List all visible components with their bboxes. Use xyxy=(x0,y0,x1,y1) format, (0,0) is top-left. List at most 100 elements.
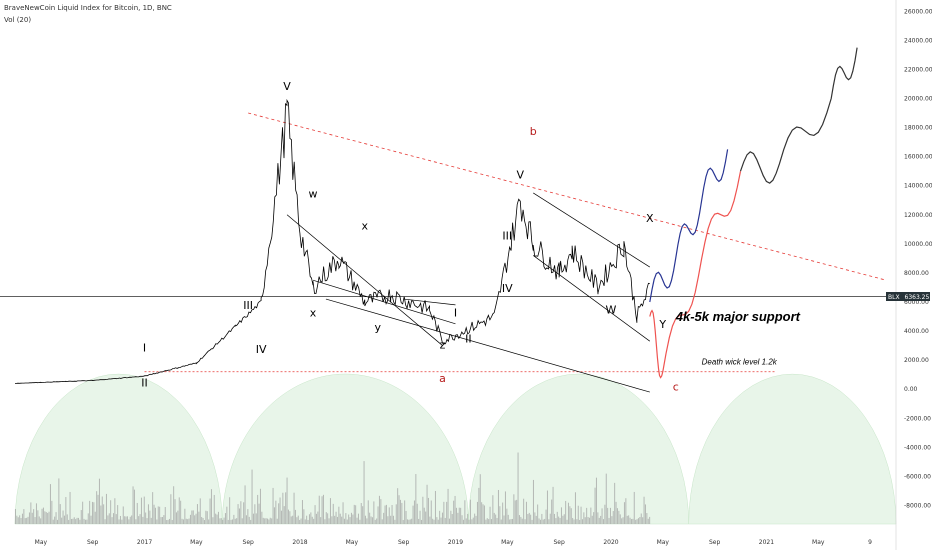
volume-bar xyxy=(569,506,571,524)
volume-bar xyxy=(441,512,443,524)
volume-bar xyxy=(147,504,149,524)
volume-bar xyxy=(129,516,131,524)
volume-bar xyxy=(394,519,396,524)
x-tick-label: 2020 xyxy=(603,539,618,546)
volume-bar xyxy=(136,502,138,524)
volume-bar xyxy=(483,505,485,524)
volume-bar xyxy=(89,500,91,524)
reference-lines xyxy=(0,112,896,373)
volume-bar xyxy=(331,516,333,524)
volume-bar xyxy=(388,507,390,524)
volume-bar xyxy=(203,519,205,524)
x-tick-label: 2021 xyxy=(759,539,774,546)
volume-bar xyxy=(308,514,310,524)
volume-bar xyxy=(132,486,134,524)
volume-bar xyxy=(370,516,372,524)
volume-bar xyxy=(164,507,166,524)
volume-bar xyxy=(538,518,540,524)
volume-bar xyxy=(534,512,536,524)
volume-bar xyxy=(404,500,406,524)
volume-bar xyxy=(206,511,208,524)
wave-label: III xyxy=(243,299,253,312)
wave-label: IV xyxy=(256,343,267,356)
volume-bar xyxy=(524,519,526,524)
volume-bar xyxy=(430,500,432,524)
volume-bar xyxy=(600,515,602,524)
volume-bar xyxy=(118,519,120,524)
volume-bar xyxy=(327,513,329,524)
volume-bar xyxy=(167,519,169,524)
volume-bar xyxy=(555,518,557,524)
y-tick-label: 12000.00 xyxy=(904,212,932,219)
volume-bar xyxy=(377,506,379,524)
volume-bar xyxy=(579,519,581,524)
volume-bar xyxy=(311,516,313,524)
volume-bar xyxy=(154,507,156,524)
wave-label: V xyxy=(516,168,524,181)
volume-bar xyxy=(121,519,123,524)
volume-bar xyxy=(492,495,494,524)
volume-bar xyxy=(20,517,22,524)
volume-bar xyxy=(338,506,340,524)
volume-bar xyxy=(420,519,422,524)
y-tick-label: 26000.00 xyxy=(904,8,932,15)
volume-bar xyxy=(133,489,135,524)
volume-bar xyxy=(163,515,165,524)
volume-bar xyxy=(482,504,484,524)
wave-label: x xyxy=(362,219,369,232)
volume-bar xyxy=(210,489,212,524)
volume-bar xyxy=(33,509,35,524)
volume-bar xyxy=(425,511,427,524)
volume-bar xyxy=(303,509,305,524)
volume-bar xyxy=(255,513,257,524)
volume-bar xyxy=(630,519,632,524)
volume-bar xyxy=(527,514,529,524)
projection-black xyxy=(739,47,858,184)
volume-bar xyxy=(21,513,23,524)
volume-bar xyxy=(378,495,380,524)
volume-bar xyxy=(401,502,403,524)
volume-bar xyxy=(48,511,50,524)
volume-bars xyxy=(14,452,651,524)
volume-bar xyxy=(496,517,498,524)
projection-red xyxy=(649,171,742,379)
volume-bar xyxy=(629,517,631,524)
volume-bar xyxy=(392,515,394,524)
volume-bar xyxy=(94,511,96,524)
volume-bar xyxy=(31,512,33,524)
volume-bar xyxy=(455,507,457,524)
volume-bar xyxy=(51,500,53,524)
volume-bar xyxy=(342,502,344,524)
volume-bar xyxy=(427,497,429,524)
volume-bar xyxy=(395,504,397,524)
volume-bar xyxy=(76,517,78,524)
volume-bar xyxy=(104,519,106,524)
price-series xyxy=(15,98,651,393)
volume-bar xyxy=(56,519,58,524)
volume-bar xyxy=(553,513,555,524)
volume-bar xyxy=(103,504,105,524)
volume-bar xyxy=(271,518,273,524)
x-tick-label: May xyxy=(657,539,670,546)
volume-bar xyxy=(369,512,371,524)
volume-bar xyxy=(462,519,464,524)
volume-bar xyxy=(588,517,590,524)
resistance-trendline xyxy=(248,112,887,281)
volume-bar xyxy=(433,519,435,524)
volume-bar xyxy=(77,517,79,524)
volume-bar xyxy=(247,509,249,524)
volume-bar xyxy=(58,478,60,524)
volume-bar xyxy=(380,499,382,524)
volume-bar xyxy=(412,505,414,524)
volume-bar xyxy=(448,518,450,524)
volume-bar xyxy=(525,501,527,524)
volume-bar xyxy=(178,497,180,524)
volume-bar xyxy=(637,518,639,524)
volume-bar xyxy=(572,517,574,524)
volume-bar xyxy=(591,515,593,524)
volume-bar xyxy=(142,516,144,524)
volume-bar xyxy=(283,506,285,524)
volume-bar xyxy=(489,506,491,524)
volume-bar xyxy=(35,503,37,524)
wave-label: II xyxy=(465,333,472,346)
